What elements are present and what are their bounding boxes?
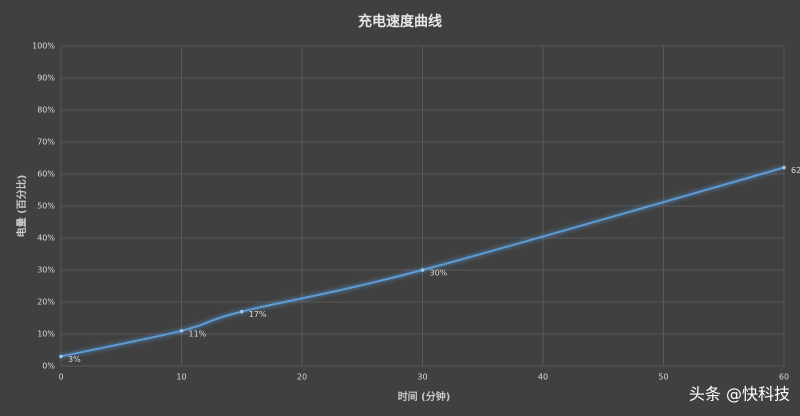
data-label: 11% bbox=[189, 329, 207, 338]
x-axis-title: 时间 (分钟) bbox=[398, 390, 451, 403]
watermark: 头条 @快科技 bbox=[689, 385, 790, 404]
point bbox=[782, 165, 786, 170]
y-tick-label: 60% bbox=[37, 170, 55, 179]
point bbox=[239, 309, 244, 314]
x-tick-label: 0 bbox=[58, 373, 63, 382]
y-tick-label: 50% bbox=[37, 202, 55, 211]
y-tick-label: 30% bbox=[37, 266, 55, 275]
point bbox=[420, 268, 425, 272]
y-tick-label: 10% bbox=[37, 330, 55, 339]
x-tick-label: 40 bbox=[538, 373, 548, 382]
x-tick-label: 20 bbox=[297, 373, 307, 382]
data-label: 62% bbox=[791, 166, 800, 175]
chart-title: 充电速度曲线 bbox=[358, 13, 442, 30]
point bbox=[179, 329, 184, 333]
y-tick-label: 80% bbox=[37, 106, 55, 115]
series-line bbox=[60, 166, 785, 358]
y-tick-label: 40% bbox=[37, 234, 55, 243]
x-tick-label: 30 bbox=[417, 373, 427, 382]
point bbox=[59, 354, 63, 359]
x-tick-label: 50 bbox=[658, 373, 668, 382]
x-tick-label: 10 bbox=[176, 373, 186, 382]
x-tick-label: 60 bbox=[779, 373, 789, 382]
y-tick-label: 90% bbox=[37, 74, 55, 83]
data-label: 30% bbox=[430, 269, 448, 278]
y-tick-label: 70% bbox=[37, 138, 55, 147]
data-label: 17% bbox=[249, 310, 267, 319]
y-tick-label: 20% bbox=[37, 298, 55, 307]
y-tick-label: 100% bbox=[32, 42, 55, 51]
y-axis-title: 电量 (百分比) bbox=[15, 175, 28, 238]
data-label: 3% bbox=[68, 355, 81, 364]
y-tick-label: 0% bbox=[42, 362, 55, 371]
